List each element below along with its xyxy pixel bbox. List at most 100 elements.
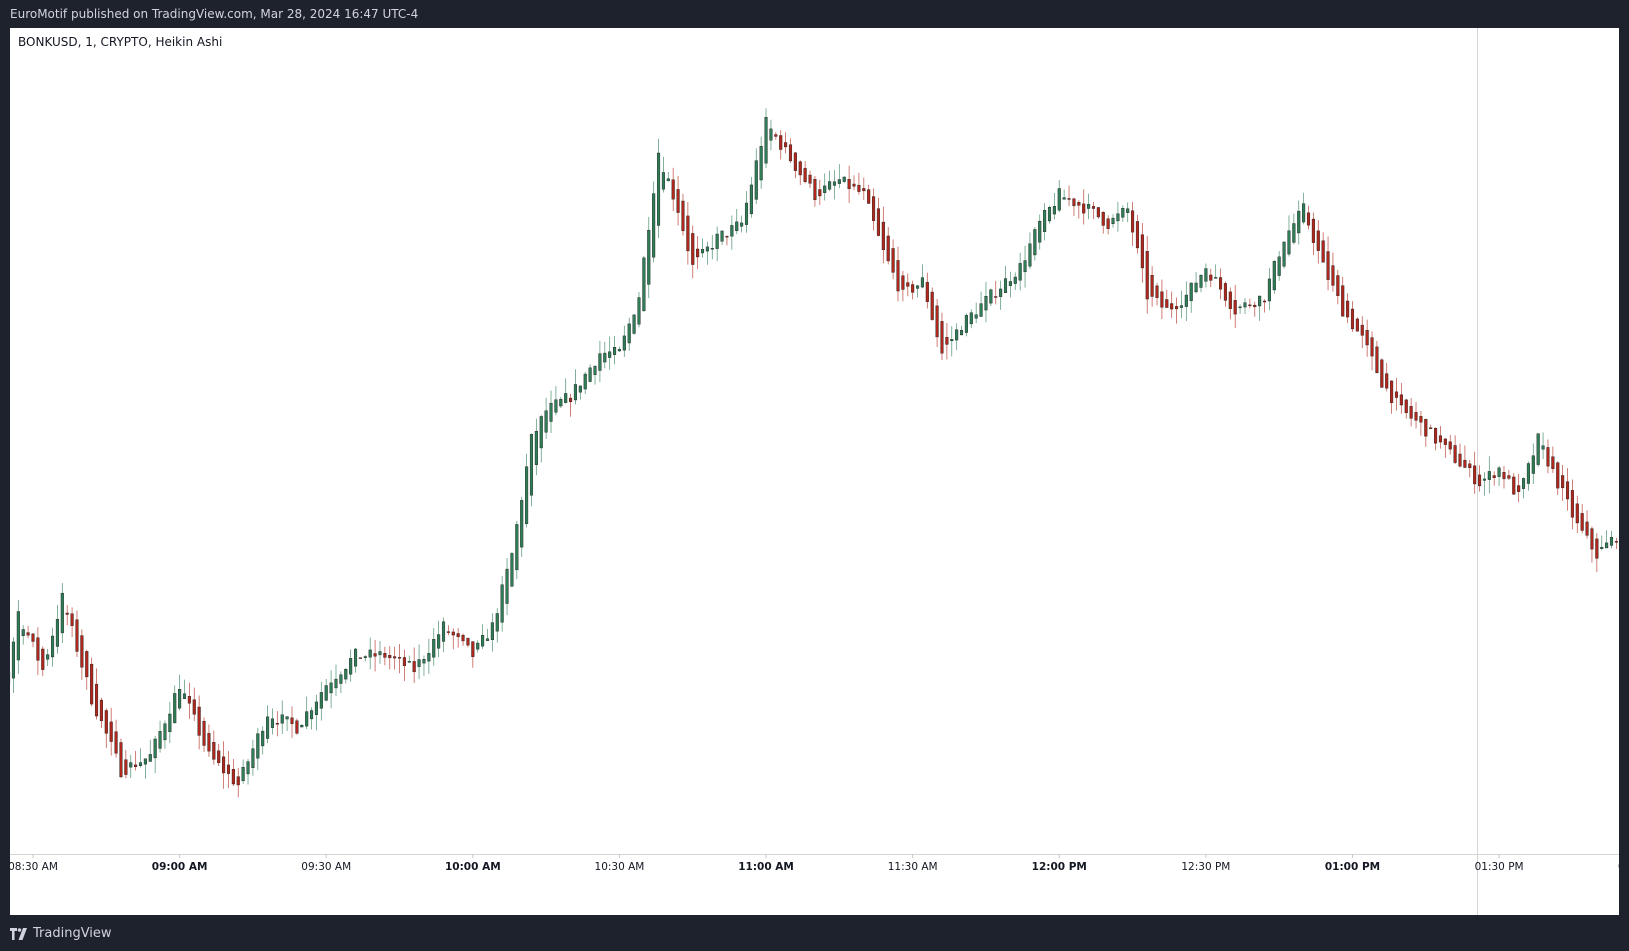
candle-body bbox=[1355, 318, 1359, 332]
candle-down bbox=[1262, 299, 1267, 313]
candle-body bbox=[1605, 542, 1609, 549]
candle-body bbox=[280, 714, 284, 724]
candle-down bbox=[1473, 451, 1477, 494]
candle-up bbox=[368, 637, 372, 670]
candle-down bbox=[1492, 471, 1496, 486]
candle-up bbox=[500, 576, 504, 632]
candle-up bbox=[652, 181, 656, 263]
candle-body bbox=[813, 178, 817, 201]
candle-body bbox=[1233, 300, 1237, 315]
candle-body bbox=[969, 312, 973, 325]
candle-up bbox=[46, 648, 50, 667]
candle-down bbox=[1380, 358, 1384, 388]
candle-body bbox=[1365, 330, 1369, 346]
candle-down bbox=[212, 730, 216, 765]
candle-down bbox=[275, 711, 279, 737]
candle-body bbox=[349, 658, 353, 675]
candle-body bbox=[842, 176, 846, 182]
candle-up bbox=[832, 170, 837, 200]
candle-down bbox=[134, 750, 138, 771]
candle-body bbox=[1072, 198, 1076, 207]
candle-body bbox=[613, 347, 617, 355]
candle-body bbox=[1028, 243, 1032, 267]
candle-body bbox=[1292, 223, 1296, 243]
candle-body bbox=[901, 275, 905, 290]
candle-body bbox=[798, 161, 802, 176]
candle-body bbox=[857, 184, 861, 192]
candle-up bbox=[60, 583, 64, 643]
candle-up bbox=[495, 608, 499, 643]
candle-body bbox=[744, 202, 749, 225]
candle-up bbox=[661, 156, 665, 193]
candle-up bbox=[1111, 214, 1115, 228]
candle-body bbox=[1023, 260, 1027, 273]
candle-up bbox=[916, 284, 920, 298]
candle-body bbox=[959, 330, 964, 336]
candle-down bbox=[124, 749, 128, 779]
candle-down bbox=[696, 236, 700, 270]
candle-body bbox=[1565, 481, 1570, 500]
candle-body bbox=[823, 185, 827, 193]
candle-up bbox=[1043, 203, 1047, 241]
candle-body bbox=[51, 635, 55, 658]
candle-body bbox=[21, 629, 25, 636]
candle-body bbox=[324, 685, 328, 701]
candle-down bbox=[202, 717, 206, 752]
candle-up bbox=[1189, 282, 1193, 313]
candle-down bbox=[1140, 222, 1144, 283]
candle-body bbox=[388, 655, 392, 659]
candle-body bbox=[393, 656, 397, 659]
candle-body bbox=[222, 756, 226, 774]
symbol-legend[interactable]: BONKUSD, 1, CRYPTO, Heikin Ashi bbox=[18, 35, 223, 49]
time-tick-label: 10:00 AM bbox=[445, 861, 501, 873]
candle-down bbox=[1170, 291, 1174, 318]
candle-body bbox=[192, 699, 196, 715]
candle-up bbox=[1008, 271, 1012, 298]
time-tick-label: 02:00 PM bbox=[1618, 861, 1619, 873]
candle-body bbox=[226, 764, 231, 774]
candle-body bbox=[1106, 218, 1110, 229]
candle-down bbox=[1614, 537, 1618, 549]
candle-body bbox=[1409, 406, 1413, 419]
candle-body bbox=[1404, 399, 1408, 414]
candle-up bbox=[984, 281, 988, 323]
candle-down bbox=[1072, 197, 1076, 216]
candle-body bbox=[891, 248, 895, 273]
candle-down bbox=[1091, 202, 1096, 220]
candle-body bbox=[720, 230, 724, 242]
candle-body bbox=[1321, 240, 1325, 263]
candle-up bbox=[740, 215, 744, 233]
candle-body bbox=[241, 766, 245, 781]
candle-body bbox=[1585, 521, 1589, 536]
tradingview-logo[interactable]: TradingView bbox=[10, 926, 112, 941]
candle-body bbox=[246, 761, 250, 775]
candle-down bbox=[925, 272, 929, 309]
candle-up bbox=[1282, 241, 1286, 269]
candle-body bbox=[617, 349, 621, 352]
candle-up bbox=[950, 326, 954, 357]
candle-body bbox=[212, 742, 216, 760]
candle-down bbox=[114, 719, 118, 758]
candle-up bbox=[329, 670, 333, 709]
candle-body bbox=[1390, 380, 1394, 403]
candle-down bbox=[1248, 298, 1252, 309]
candle-body bbox=[896, 260, 900, 292]
candle-up bbox=[432, 628, 436, 666]
candle-up bbox=[21, 625, 25, 645]
candle-body bbox=[583, 373, 587, 390]
candle-down bbox=[1585, 510, 1589, 539]
candle-body bbox=[529, 434, 534, 496]
candle-body bbox=[661, 172, 665, 190]
candle-up bbox=[143, 758, 147, 779]
chart-area[interactable]: 0.00002680000.00002690000.00002700000.00… bbox=[10, 28, 1619, 915]
candle-up bbox=[490, 613, 494, 652]
candle-body bbox=[1614, 541, 1618, 543]
candle-body bbox=[1170, 303, 1174, 310]
candle-up bbox=[1497, 465, 1501, 486]
candle-body bbox=[1541, 445, 1545, 450]
candle-body bbox=[1341, 285, 1345, 317]
candlestick-chart[interactable]: 0.00002680000.00002690000.00002700000.00… bbox=[10, 28, 1619, 915]
candle-body bbox=[1590, 528, 1594, 550]
candle-body bbox=[1521, 478, 1526, 489]
candle-body bbox=[1243, 302, 1247, 308]
